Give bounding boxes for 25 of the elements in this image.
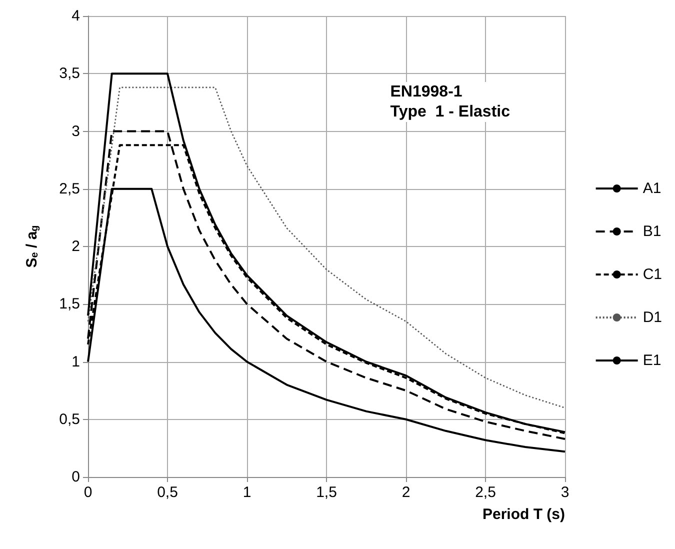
x-tick-label: 1 bbox=[242, 484, 252, 501]
x-tick-label: 0,5 bbox=[157, 484, 178, 501]
annotation: Type 1 - Elastic bbox=[390, 104, 510, 120]
y-tick-label: 0 bbox=[72, 468, 80, 486]
x-tick-label: 3 bbox=[560, 484, 570, 501]
x-axis-title: Period T (s) bbox=[482, 506, 565, 523]
legend-label: D1 bbox=[642, 309, 662, 326]
legend-label: C1 bbox=[642, 266, 662, 283]
legend-label: E1 bbox=[642, 352, 662, 369]
legend-label: A1 bbox=[642, 180, 662, 197]
y-tick-label: 2,5 bbox=[59, 180, 80, 198]
legend-label: B1 bbox=[642, 223, 662, 240]
y-axis-title: Se / ag bbox=[24, 225, 40, 268]
y-tick-label: 0,5 bbox=[59, 410, 80, 428]
y-tick-label: 2 bbox=[72, 238, 80, 255]
y-tick-label: 3,5 bbox=[59, 65, 80, 82]
x-tick-label: 0 bbox=[84, 484, 92, 501]
y-tick-label: 1 bbox=[72, 353, 80, 370]
x-tick-label: 2,5 bbox=[475, 484, 496, 501]
y-tick-label: 3 bbox=[72, 122, 80, 140]
y-tick-label: 1,5 bbox=[59, 296, 80, 313]
y-tick-label: 4 bbox=[72, 8, 80, 24]
x-tick-label: 1,5 bbox=[316, 484, 337, 501]
x-tick-label: 2 bbox=[402, 484, 410, 501]
annotation: EN1998-1 bbox=[390, 84, 462, 100]
